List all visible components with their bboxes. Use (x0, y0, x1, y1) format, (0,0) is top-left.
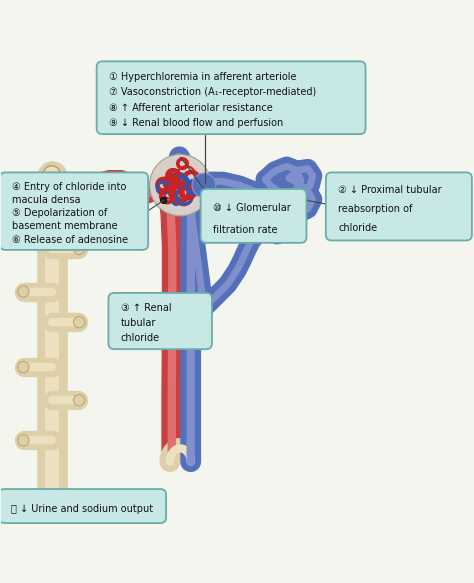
Text: ⑪ ↓ Urine and sodium output: ⑪ ↓ Urine and sodium output (11, 504, 153, 514)
Circle shape (73, 395, 85, 406)
FancyBboxPatch shape (109, 293, 212, 349)
Text: ⑨ ↓ Renal blood flow and perfusion: ⑨ ↓ Renal blood flow and perfusion (109, 118, 283, 128)
Text: chloride: chloride (121, 333, 160, 343)
FancyBboxPatch shape (0, 173, 148, 250)
Text: basement membrane: basement membrane (12, 222, 118, 231)
Text: ⑧ ↑ Afferent arteriolar resistance: ⑧ ↑ Afferent arteriolar resistance (109, 103, 273, 113)
FancyBboxPatch shape (201, 189, 307, 243)
Circle shape (18, 210, 29, 222)
Text: filtration rate: filtration rate (213, 224, 277, 235)
Text: tubular: tubular (121, 318, 156, 328)
Circle shape (48, 494, 55, 500)
Text: ⑥ Release of adenosine: ⑥ Release of adenosine (12, 234, 128, 245)
Text: ⑦ Vasoconstriction (A₁-receptor-mediated): ⑦ Vasoconstriction (A₁-receptor-mediated… (109, 87, 316, 97)
Text: chloride: chloride (338, 223, 377, 233)
Circle shape (18, 361, 29, 373)
Circle shape (169, 331, 175, 337)
FancyBboxPatch shape (97, 61, 365, 134)
Circle shape (73, 317, 85, 328)
Circle shape (73, 243, 85, 255)
Text: ⑤ Depolarization of: ⑤ Depolarization of (12, 208, 107, 218)
Text: ② ↓ Proximal tubular: ② ↓ Proximal tubular (338, 185, 442, 195)
Text: ① Hyperchloremia in afferent arteriole: ① Hyperchloremia in afferent arteriole (109, 72, 296, 82)
Text: macula densa: macula densa (12, 195, 81, 205)
Text: ④ Entry of chloride into: ④ Entry of chloride into (12, 182, 127, 192)
Text: ⑩ ↓ Glomerular: ⑩ ↓ Glomerular (213, 203, 291, 213)
FancyBboxPatch shape (0, 489, 166, 523)
Text: reabsorption of: reabsorption of (338, 204, 412, 215)
Circle shape (18, 435, 29, 446)
Text: ③ ↑ Renal: ③ ↑ Renal (121, 303, 172, 313)
Circle shape (18, 286, 29, 297)
Circle shape (150, 154, 211, 216)
Circle shape (43, 166, 60, 183)
Circle shape (192, 173, 216, 197)
Circle shape (160, 197, 167, 203)
FancyBboxPatch shape (326, 173, 472, 240)
